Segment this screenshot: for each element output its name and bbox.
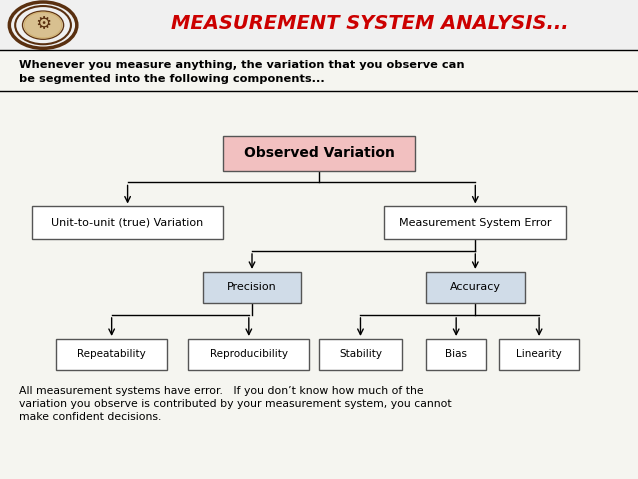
Text: Accuracy: Accuracy: [450, 283, 501, 292]
FancyBboxPatch shape: [426, 339, 486, 370]
Text: Reproducibility: Reproducibility: [210, 350, 288, 359]
Circle shape: [24, 12, 62, 38]
Text: Whenever you measure anything, the variation that you observe can
be segmented i: Whenever you measure anything, the varia…: [19, 60, 464, 84]
FancyBboxPatch shape: [319, 339, 402, 370]
Text: ⚙: ⚙: [35, 15, 51, 33]
FancyBboxPatch shape: [0, 0, 638, 50]
FancyBboxPatch shape: [499, 339, 579, 370]
FancyBboxPatch shape: [188, 339, 309, 370]
FancyBboxPatch shape: [203, 272, 302, 303]
FancyBboxPatch shape: [223, 136, 415, 171]
Text: Linearity: Linearity: [516, 350, 562, 359]
FancyBboxPatch shape: [32, 206, 223, 239]
Text: All measurement systems have error.   If you don’t know how much of the
variatio: All measurement systems have error. If y…: [19, 386, 452, 422]
Text: Precision: Precision: [227, 283, 277, 292]
Text: Unit-to-unit (true) Variation: Unit-to-unit (true) Variation: [52, 218, 204, 228]
Text: Observed Variation: Observed Variation: [244, 146, 394, 160]
Text: Measurement System Error: Measurement System Error: [399, 218, 552, 228]
Text: Stability: Stability: [339, 350, 382, 359]
Text: MEASUREMENT SYSTEM ANALYSIS...: MEASUREMENT SYSTEM ANALYSIS...: [171, 14, 569, 34]
FancyBboxPatch shape: [426, 272, 524, 303]
Text: Repeatability: Repeatability: [77, 350, 146, 359]
FancyBboxPatch shape: [384, 206, 567, 239]
FancyBboxPatch shape: [56, 339, 167, 370]
Text: Bias: Bias: [445, 350, 467, 359]
